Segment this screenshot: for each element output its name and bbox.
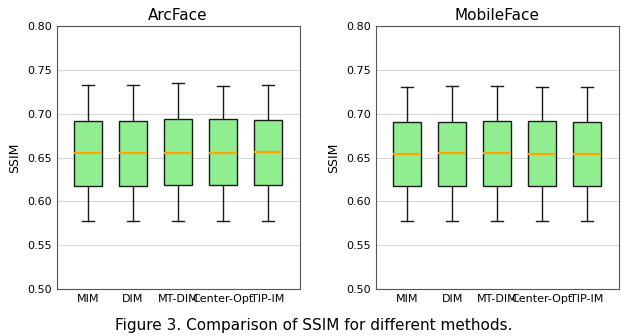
Bar: [393, 122, 421, 186]
Bar: [573, 122, 601, 186]
Bar: [483, 121, 511, 186]
Text: Figure 3. Comparison of SSIM for different methods.: Figure 3. Comparison of SSIM for differe…: [115, 318, 512, 333]
Bar: [164, 119, 192, 185]
Bar: [119, 121, 147, 186]
Bar: [438, 122, 466, 186]
Bar: [74, 121, 102, 186]
Title: MobileFace: MobileFace: [455, 8, 540, 23]
Bar: [528, 121, 556, 186]
Y-axis label: SSIM: SSIM: [327, 142, 340, 173]
Title: ArcFace: ArcFace: [148, 8, 208, 23]
Bar: [254, 120, 282, 185]
Y-axis label: SSIM: SSIM: [8, 142, 21, 173]
Bar: [209, 119, 237, 185]
